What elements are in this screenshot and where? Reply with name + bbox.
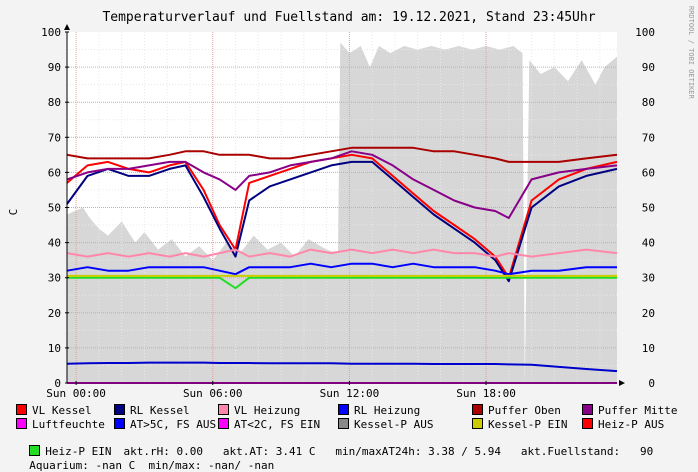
legend-item: Luftfeuchte xyxy=(16,418,105,431)
y-tick-label-right: 50 xyxy=(642,202,655,215)
legend-swatch xyxy=(114,404,125,415)
legend-item: Puffer Mitte xyxy=(582,404,677,417)
y-tick-label: 10 xyxy=(48,342,61,355)
legend-label: AT>5C, FS AUS xyxy=(130,418,217,431)
series-lines xyxy=(66,146,618,384)
legend-item: AT>5C, FS AUS xyxy=(114,418,216,431)
legend-swatch xyxy=(16,418,27,429)
legend-item: VL Kessel xyxy=(16,404,92,417)
legend-item: Kessel-P AUS xyxy=(338,418,433,431)
y-tick-label-right: 20 xyxy=(642,307,655,320)
legend-label: Luftfeuchte xyxy=(32,418,105,431)
status-readout: akt.rH: 0.00 akt.AT: 3.41 C min/maxAT24h… xyxy=(123,445,654,458)
y-tick-label-right: 0 xyxy=(648,377,655,390)
legend-label: RL Kessel xyxy=(130,404,190,417)
aquarium-readout: Aquarium: -nan C min/max: -nan/ -nan xyxy=(29,459,275,472)
legend-label: AT<2C, FS EIN xyxy=(234,418,321,431)
y-tick-label: 60 xyxy=(48,166,61,179)
chart-title: Temperaturverlauf und Fuellstand am: 19.… xyxy=(102,10,595,25)
legend-label: Heiz-P EIN xyxy=(45,445,112,458)
x-axis-arrow xyxy=(619,380,625,386)
legend-swatch xyxy=(218,418,229,429)
legend-item: Kessel-P EIN xyxy=(472,418,567,431)
series-rl-heizung xyxy=(66,262,617,276)
legend-row-3: Heiz-P EIN akt.rH: 0.00 akt.AT: 3.41 C mi… xyxy=(16,432,653,458)
y-tick-label: 100 xyxy=(41,26,61,39)
legend-label: Heiz-P AUS xyxy=(598,418,665,431)
legend-item: VL Heizung xyxy=(218,404,300,417)
series-puffer-mitte xyxy=(66,150,618,219)
series-aquarium-fuellstand xyxy=(66,361,618,373)
x-tick-label: Sun 06:00 xyxy=(183,387,243,400)
legend-swatch xyxy=(16,404,27,415)
legend-label: Puffer Mitte xyxy=(598,404,678,417)
legend-swatch xyxy=(114,418,125,429)
series-puffer-oben xyxy=(66,146,618,163)
legend-swatch xyxy=(338,404,349,415)
axes: 0 0 10 10 20 20 30 30 40 40 50 50 60 60 70 70 80 80 90 90 10… xyxy=(41,24,655,400)
legend-item: RL Kessel xyxy=(114,404,190,417)
legend-swatch xyxy=(29,445,41,456)
y-tick-label: 0 xyxy=(54,377,61,390)
y-tick-label: 40 xyxy=(48,237,61,250)
legend-item: Puffer Oben xyxy=(472,404,561,417)
y-tick-label-right: 90 xyxy=(642,61,655,74)
x-tick-label: Sun 18:00 xyxy=(456,387,516,400)
legend-swatch xyxy=(472,404,483,415)
y-tick-label: 30 xyxy=(48,272,61,285)
legend-item: RL Heizung xyxy=(338,404,420,417)
legend-swatch xyxy=(582,418,593,429)
legend-label: RL Heizung xyxy=(354,404,421,417)
y-tick-label-right: 10 xyxy=(642,342,655,355)
y-tick-label: 20 xyxy=(48,307,61,320)
y-tick-label-right: 100 xyxy=(635,26,655,39)
legend-label: Kessel-P AUS xyxy=(354,418,434,431)
legend-label: Kessel-P EIN xyxy=(488,418,568,431)
y-tick-label-right: 40 xyxy=(642,237,655,250)
legend-label: VL Heizung xyxy=(234,404,301,417)
legend-label: VL Kessel xyxy=(32,404,92,417)
series-heiz-p-ein xyxy=(67,276,617,290)
legend-item: AT<2C, FS EIN xyxy=(218,418,320,431)
legend-swatch xyxy=(582,404,593,415)
grid xyxy=(67,32,617,383)
legend-swatch xyxy=(338,418,349,429)
legend-row-4: Aquarium: -nan C min/max: -nan/ -nan xyxy=(16,446,274,472)
y-tick-label-right: 60 xyxy=(642,166,655,179)
fill-level-area xyxy=(67,42,617,383)
y-tick-label: 70 xyxy=(48,131,61,144)
watermark: RRDTOOL / TOBI OETIKER xyxy=(687,6,695,100)
y-tick-label-right: 70 xyxy=(642,131,655,144)
series-rl-kessel xyxy=(66,160,618,283)
y-axis-label: C xyxy=(7,209,20,216)
y-axis-arrow xyxy=(64,24,70,30)
series-vl-heizung xyxy=(66,248,618,258)
x-tick-label: Sun 12:00 xyxy=(320,387,380,400)
area-fuellstand xyxy=(67,42,617,383)
y-tick-label-right: 30 xyxy=(642,272,655,285)
legend-label: Puffer Oben xyxy=(488,404,561,417)
legend-swatch xyxy=(218,404,229,415)
legend-swatch xyxy=(472,418,483,429)
y-tick-label: 50 xyxy=(48,202,61,215)
y-tick-label-right: 80 xyxy=(642,96,655,109)
x-tick-label: Sun 00:00 xyxy=(46,387,106,400)
legend-item: Heiz-P AUS xyxy=(582,418,664,431)
y-tick-label: 80 xyxy=(48,96,61,109)
y-tick-label: 90 xyxy=(48,61,61,74)
